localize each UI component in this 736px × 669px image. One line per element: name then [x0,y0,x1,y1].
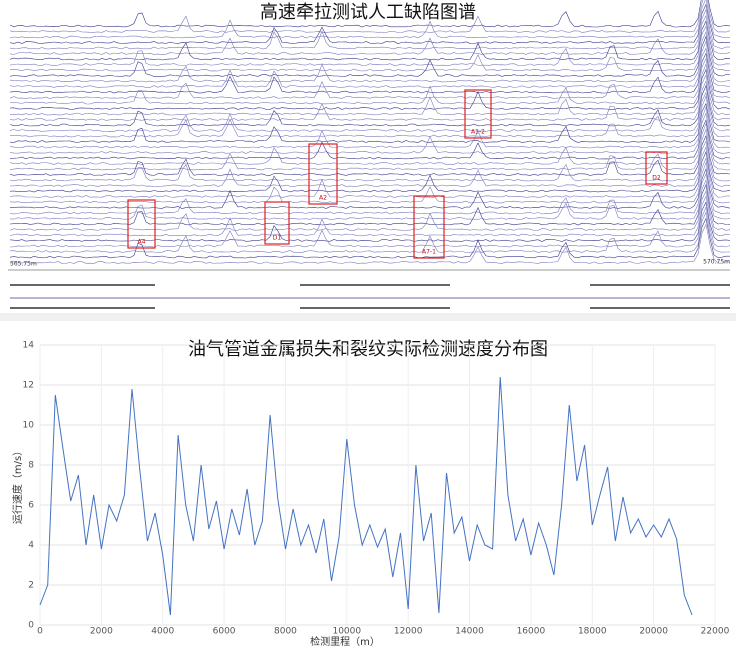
trace [9,112,731,154]
trace [9,0,731,33]
lower-strip [0,284,736,321]
trace [9,40,731,83]
x-tick-label: 4000 [151,627,174,637]
defect-label: A1-2 [471,129,485,136]
trace [9,146,731,187]
trace [9,84,731,127]
trace [9,63,731,105]
y-tick-label: 8 [28,461,34,471]
trace [9,74,731,116]
x-tick-label: 0 [37,627,43,637]
x-tick-label: 2000 [90,627,113,637]
defect-label: A4 [138,239,146,246]
trace [10,95,731,138]
spectrum-panel [0,0,736,325]
traces [9,0,731,264]
trace [9,68,731,110]
defect-label: A7-1 [422,249,436,256]
y-tick-label: 0 [28,621,34,631]
x-tick-label: 12000 [394,627,423,637]
y-tick-label: 4 [28,541,34,551]
defect-box [127,199,156,249]
trace [9,52,731,94]
trace [9,217,730,259]
trace [9,102,731,143]
trace [9,14,731,55]
x-tick-label: 20000 [639,627,668,637]
trace [9,223,731,264]
trace [9,150,731,193]
trace [9,161,731,204]
trace [9,25,731,66]
start-label: 565.75m [10,261,37,268]
trace [9,106,731,149]
trace [9,190,731,231]
x-tick-label: 16000 [517,627,546,637]
x-tick-label: 22000 [701,627,730,637]
defect-box [413,195,445,259]
y-tick-label: 14 [23,341,35,351]
trace [9,119,731,160]
defect-box [645,151,668,185]
trace [9,47,731,88]
defect-label: D1 [273,235,282,242]
x-tick-label: 8000 [274,627,297,637]
plot: 0 2 4 6 8 10 12 14 0 2000 4000 6000 8000 10000 12000 14… [23,341,730,637]
trace [9,0,731,28]
trace [9,195,731,237]
trace [9,0,731,39]
y-tick-label: 12 [23,381,34,391]
trace [9,211,731,253]
status-bar [0,313,736,321]
defect-box [264,201,290,245]
y-tick-label: 10 [23,421,35,431]
trace [9,157,731,198]
x-tick-label: 6000 [213,627,236,637]
defect-label: D2 [652,175,661,182]
trace [9,134,731,176]
trace [9,80,731,121]
x-axis-label: 检测里程（m） [310,635,380,648]
series-line [39,376,693,616]
trace [9,167,731,209]
spectrum-title: 高速牵拉测试人工缺陷图谱 [260,2,476,23]
y-tick-label: 2 [28,581,34,591]
trace [9,179,731,220]
trace [9,128,731,171]
trace [10,30,731,72]
y-tick-label: 6 [28,501,34,511]
trace [9,57,731,99]
trace [9,8,731,50]
trace [9,201,731,242]
trace [9,206,731,248]
defect-box [308,143,338,205]
defect-box [464,89,492,139]
chart-panel [0,333,736,669]
trace [9,35,731,77]
trace [9,183,731,226]
defect-boxes: A4 D1 A2 A7-1 A1-2 D2 [127,89,668,259]
trace [9,140,731,182]
x-tick-label: 10000 [332,627,361,637]
x-tick-label: 14000 [455,627,484,637]
trace [9,122,731,165]
trace [9,20,731,61]
trace [9,3,731,44]
x-tick-label: 18000 [578,627,607,637]
chart-title: 油气管道金属损失和裂纹实际检测速度分布图 [188,339,548,360]
y-axis-label: 运行速度（m/s） [11,446,24,524]
trace [9,173,731,215]
defect-label: A2 [319,195,327,202]
trace [9,91,731,132]
